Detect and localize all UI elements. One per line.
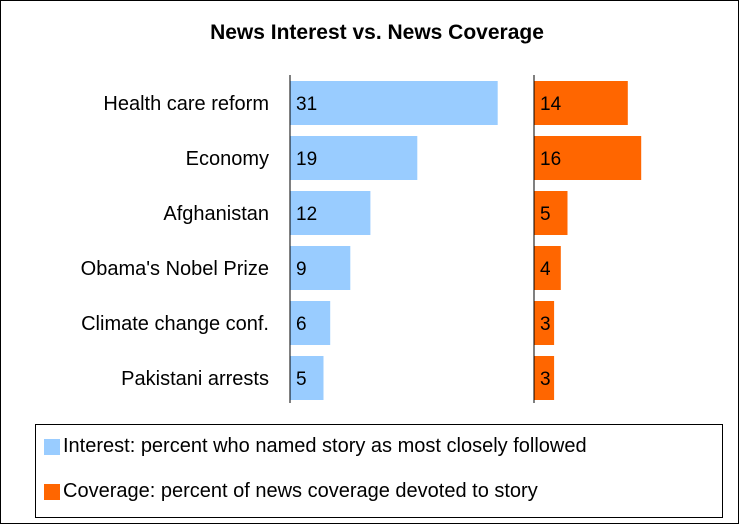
- category-label: Health care reform: [103, 93, 269, 115]
- category-label: Obama's Nobel Prize: [81, 258, 269, 280]
- category-label: Climate change conf.: [81, 313, 269, 335]
- coverage-value-label: 3: [540, 314, 551, 335]
- interest-value-label: 19: [296, 149, 317, 170]
- legend-swatch-interest: [44, 438, 60, 455]
- coverage-bar: [534, 81, 628, 125]
- interest-value-label: 31: [296, 94, 317, 115]
- category-label: Economy: [186, 148, 269, 170]
- interest-value-label: 9: [296, 259, 307, 280]
- interest-value-label: 5: [296, 369, 307, 390]
- category-label: Afghanistan: [163, 203, 269, 225]
- interest-bar: [290, 136, 418, 180]
- coverage-bar: [534, 246, 561, 290]
- coverage-bar: [534, 301, 555, 345]
- legend-entry-interest: Interest: percent who named story as mos…: [44, 435, 587, 458]
- interest-bar: [290, 356, 324, 400]
- coverage-bar: [534, 191, 568, 235]
- legend-label-interest: Interest: percent who named story as mos…: [63, 435, 587, 457]
- coverage-bar: [534, 136, 642, 180]
- interest-bar: [290, 191, 371, 235]
- category-labels: Health care reform Economy Afghanistan Obam…: [81, 93, 269, 390]
- coverage-value-label: 16: [540, 149, 561, 170]
- interest-bar: [290, 246, 351, 290]
- coverage-bar: [534, 356, 555, 400]
- coverage-value-label: 4: [540, 259, 551, 280]
- coverage-value-label: 3: [540, 369, 551, 390]
- interest-bar: [290, 301, 331, 345]
- interest-bar: [290, 81, 498, 125]
- coverage-value-label: 5: [540, 204, 551, 225]
- legend-entry-coverage: Coverage: percent of news coverage devot…: [44, 480, 538, 503]
- interest-value-label: 12: [296, 204, 317, 225]
- chart-title: News Interest vs. News Coverage: [210, 21, 544, 44]
- legend: Interest: percent who named story as mos…: [35, 424, 723, 518]
- coverage-value-label: 14: [540, 94, 562, 115]
- bars: 31 14 19 16 12 5 9 4 6 3 5 3: [290, 81, 642, 400]
- legend-label-coverage: Coverage: percent of news coverage devot…: [63, 480, 538, 502]
- interest-value-label: 6: [296, 314, 307, 335]
- category-label: Pakistani arrests: [121, 368, 269, 390]
- legend-swatch-coverage: [44, 483, 60, 500]
